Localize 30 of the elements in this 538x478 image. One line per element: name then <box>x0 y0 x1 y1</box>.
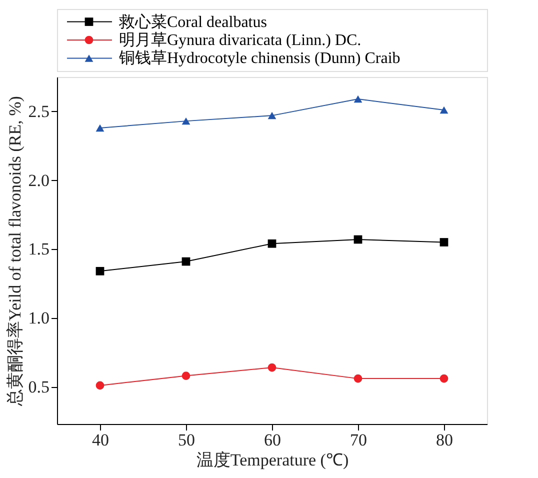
point <box>96 124 104 132</box>
point <box>182 257 190 266</box>
y-tick-label: 1.5 <box>28 240 50 259</box>
x-tick-label: 40 <box>92 430 109 450</box>
x-tick-label: 50 <box>178 430 195 450</box>
x-tick-label: 80 <box>436 430 453 450</box>
point <box>354 235 362 244</box>
legend-label: 明月草Gynura divaricata (Linn.) DC. <box>119 31 362 49</box>
x-axis-title: 温度Temperature (℃) <box>196 450 349 470</box>
y-tick-label: 2.0 <box>28 170 50 190</box>
point <box>268 363 276 372</box>
legend-label: 救心菜Coral dealbatus <box>118 12 267 31</box>
y-tick-label: 0.5 <box>28 377 50 396</box>
y-tick-label: 2.5 <box>28 102 50 121</box>
point <box>96 266 104 276</box>
y-axis-title: 总黄酮得率Yeild of total flavonoids (RE, %) <box>5 96 24 407</box>
point <box>182 117 190 125</box>
point <box>440 238 448 246</box>
x-tick-label: 60 <box>264 430 281 450</box>
point <box>440 374 448 383</box>
y-tick-label: 1.0 <box>28 308 50 328</box>
point <box>268 112 276 120</box>
point <box>96 381 104 390</box>
legend-label: 铜钱草Hydrocotyle chinensis (Dunn) Craib <box>118 49 400 68</box>
point <box>354 95 362 103</box>
point <box>440 106 448 114</box>
point <box>268 239 276 248</box>
point <box>182 372 190 380</box>
point <box>354 374 362 383</box>
x-tick-label: 70 <box>350 430 367 450</box>
